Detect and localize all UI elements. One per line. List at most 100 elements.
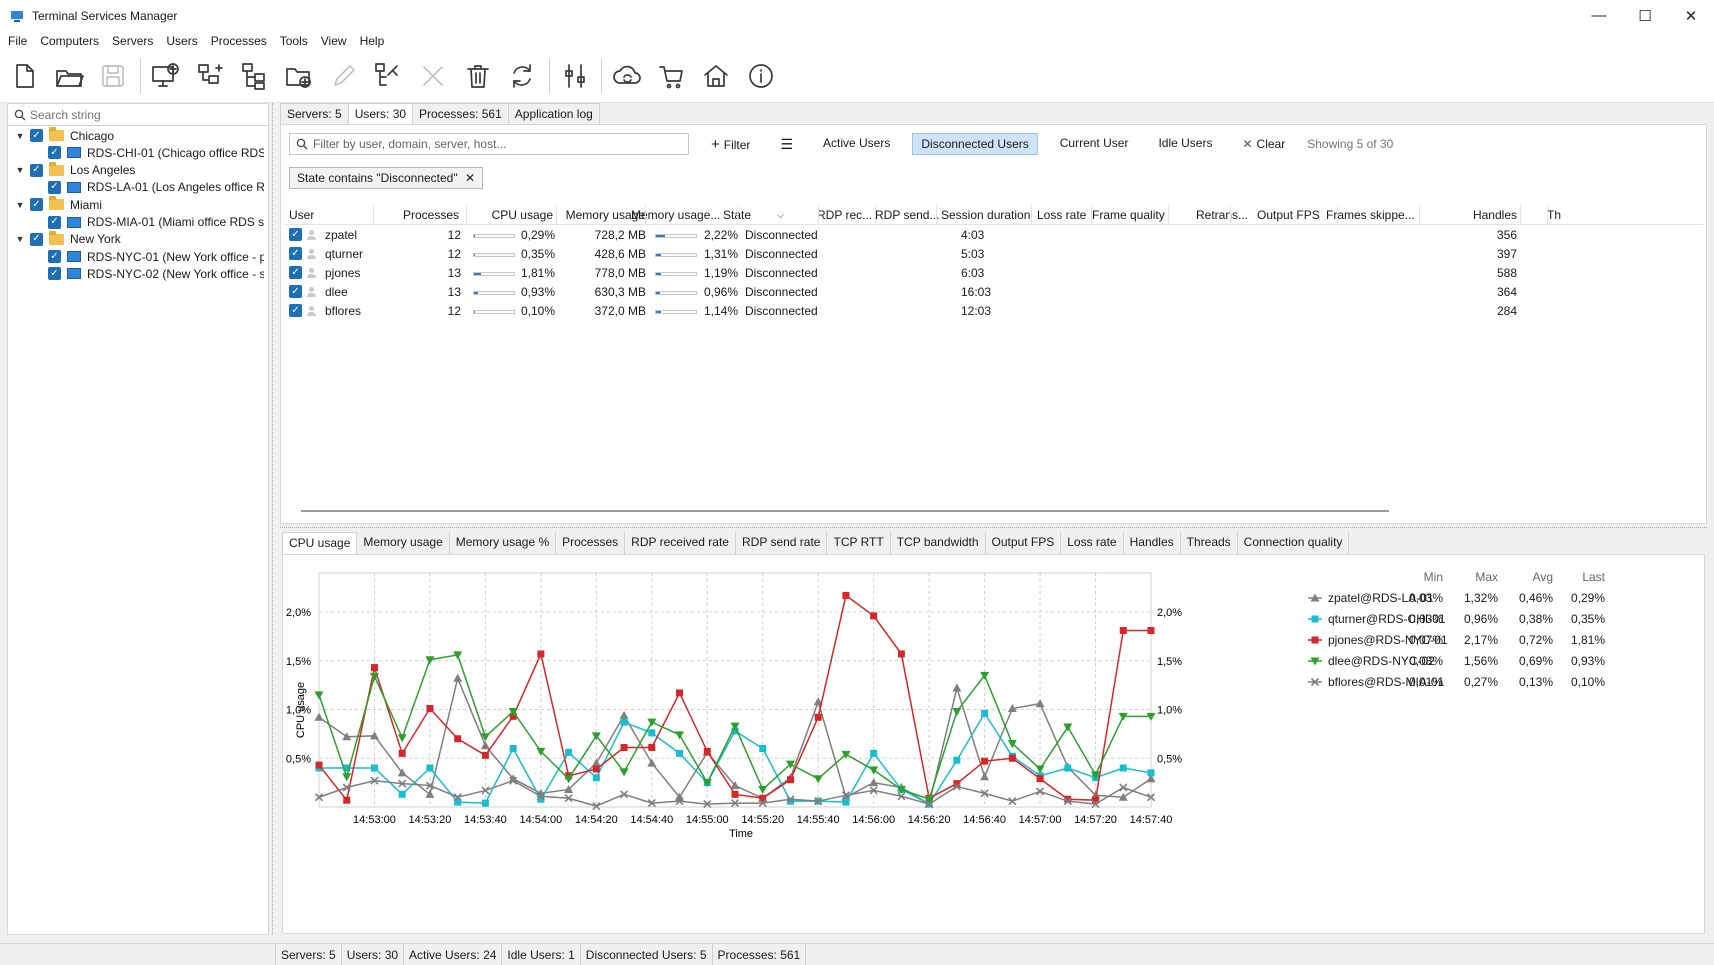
chart-tab-output-fps[interactable]: Output FPS bbox=[986, 532, 1062, 554]
tab-servers[interactable]: Servers: 5 bbox=[280, 103, 349, 125]
tree-group[interactable]: ▼ ✓ Los Angeles bbox=[14, 161, 264, 180]
checkbox[interactable]: ✓ bbox=[30, 163, 43, 177]
column-divider[interactable] bbox=[373, 205, 374, 225]
search-input[interactable] bbox=[30, 107, 250, 122]
menu-processes[interactable]: Processes bbox=[210, 34, 267, 48]
column-header[interactable]: User bbox=[289, 208, 315, 222]
tree-server[interactable]: ✓ RDS-MIA-01 (Miami office RDS se bbox=[48, 213, 264, 232]
save-button[interactable] bbox=[94, 57, 132, 95]
tab-users[interactable]: Users: 30 bbox=[347, 103, 414, 125]
home-button[interactable] bbox=[697, 57, 735, 95]
table-row[interactable]: ✓ pjones 13 1,81% 778,0 MB 1,19% Disconnected 6… bbox=[285, 263, 1703, 282]
server-group-button[interactable] bbox=[236, 57, 274, 95]
column-divider[interactable] bbox=[1230, 205, 1231, 225]
legend-item[interactable]: dlee@RDS-NYC-02 0,08% 1,56% 0,69% 0,93% bbox=[1290, 651, 1690, 671]
tree-group[interactable]: ▼ ✓ Miami bbox=[14, 195, 264, 214]
chart-tab-tcp-rtt[interactable]: TCP RTT bbox=[827, 532, 891, 554]
tree-group[interactable]: ▼ ✓ Chicago bbox=[14, 126, 264, 145]
column-header[interactable]: RDP rec... bbox=[817, 208, 873, 222]
add-server-button[interactable] bbox=[191, 57, 229, 95]
add-folder-button[interactable] bbox=[280, 57, 318, 95]
info-button[interactable] bbox=[742, 57, 780, 95]
quick-filter-idle-users[interactable]: Idle Users bbox=[1158, 136, 1213, 150]
cloud-sync-button[interactable] bbox=[608, 57, 646, 95]
chart-tab-memory-usage[interactable]: Memory usage bbox=[357, 532, 450, 554]
tab-processes[interactable]: Processes: 561 bbox=[412, 103, 509, 125]
column-header[interactable]: Session duration bbox=[941, 208, 1031, 222]
chart-tab-memory-usage-[interactable]: Memory usage % bbox=[450, 532, 557, 554]
quick-filter-current-user[interactable]: Current User bbox=[1059, 136, 1129, 150]
row-checkbox[interactable]: ✓ bbox=[289, 285, 302, 298]
row-checkbox[interactable]: ✓ bbox=[289, 247, 302, 260]
menu-servers[interactable]: Servers bbox=[112, 34, 154, 48]
column-divider[interactable] bbox=[1520, 205, 1521, 225]
filter-button[interactable]: + Filter bbox=[703, 133, 758, 156]
column-divider[interactable] bbox=[818, 205, 819, 225]
chart-tab-handles[interactable]: Handles bbox=[1124, 532, 1181, 554]
table-row[interactable]: ✓ zpatel 12 0,29% 728,2 MB 2,22% Disconnected 4… bbox=[285, 225, 1703, 244]
horizontal-scrollbar[interactable] bbox=[301, 510, 1389, 512]
chart-tab-tcp-bandwidth[interactable]: TCP bandwidth bbox=[891, 532, 986, 554]
column-divider[interactable] bbox=[737, 205, 738, 225]
row-checkbox[interactable]: ✓ bbox=[289, 304, 302, 317]
column-header[interactable]: Processes bbox=[402, 208, 459, 222]
legend-item[interactable]: qturner@RDS-CHI-01 0,03% 0,96% 0,38% 0,35% bbox=[1290, 609, 1690, 629]
cart-button[interactable] bbox=[653, 57, 691, 95]
quick-filter-active-users[interactable]: Active Users bbox=[823, 136, 891, 150]
new-file-button[interactable] bbox=[5, 57, 43, 95]
table-row[interactable]: ✓ bflores 12 0,10% 372,0 MB 1,14% Disconnected… bbox=[285, 301, 1703, 320]
tree-server[interactable]: ✓ RDS-NYC-01 (New York office - pr bbox=[48, 247, 264, 266]
column-header[interactable]: Loss rate bbox=[1037, 208, 1087, 222]
column-header[interactable]: Retrans... bbox=[1196, 208, 1249, 222]
column-header[interactable]: Memory usage... bbox=[631, 208, 721, 222]
column-divider[interactable] bbox=[1419, 205, 1420, 225]
chevron-down-icon[interactable]: ▼ bbox=[15, 234, 25, 245]
chart-tab-connection-quality[interactable]: Connection quality bbox=[1238, 532, 1350, 554]
checkbox[interactable]: ✓ bbox=[48, 250, 61, 264]
filter-input[interactable]: Filter by user, domain, server, host... bbox=[289, 133, 689, 155]
column-divider[interactable] bbox=[466, 205, 467, 225]
column-header[interactable]: Handles bbox=[1472, 208, 1517, 222]
table-row[interactable]: ✓ dlee 13 0,93% 630,3 MB 0,96% Disconnected 16:… bbox=[285, 282, 1703, 301]
chart-tab-threads[interactable]: Threads bbox=[1181, 532, 1238, 554]
column-divider[interactable] bbox=[645, 205, 646, 225]
delete-x-button[interactable] bbox=[414, 57, 452, 95]
tools-tree-button[interactable] bbox=[369, 57, 407, 95]
chevron-down-icon[interactable]: ▼ bbox=[15, 199, 25, 210]
menu-view[interactable]: View bbox=[320, 34, 347, 48]
edit-button[interactable] bbox=[325, 57, 363, 95]
column-header[interactable]: Frame quality bbox=[1092, 208, 1165, 222]
checkbox[interactable]: ✓ bbox=[30, 198, 43, 212]
checkbox[interactable]: ✓ bbox=[30, 232, 43, 246]
legend-item[interactable]: bflores@RDS-MIA-01 0,01% 0,27% 0,13% 0,10% bbox=[1290, 672, 1690, 692]
menu-computers[interactable]: Computers bbox=[40, 34, 100, 48]
close-button[interactable]: ✕ bbox=[1684, 7, 1698, 25]
column-divider[interactable] bbox=[936, 205, 937, 225]
add-computer-button[interactable] bbox=[146, 57, 184, 95]
settings-button[interactable] bbox=[556, 57, 594, 95]
trash-button[interactable] bbox=[459, 57, 497, 95]
column-divider[interactable] bbox=[875, 205, 876, 225]
checkbox[interactable]: ✓ bbox=[48, 267, 61, 281]
chart-tab-processes[interactable]: Processes bbox=[556, 532, 626, 554]
tree-server[interactable]: ✓ RDS-LA-01 (Los Angeles office RD bbox=[48, 178, 264, 197]
menu-users[interactable]: Users bbox=[166, 34, 198, 48]
table-row[interactable]: ✓ qturner 12 0,35% 428,6 MB 1,31% Disconnected… bbox=[285, 244, 1703, 263]
column-divider[interactable] bbox=[1031, 205, 1032, 225]
chart-tab-rdp-received-rate[interactable]: RDP received rate bbox=[625, 532, 736, 554]
horizontal-splitter[interactable] bbox=[280, 527, 1707, 528]
menu-tools[interactable]: Tools bbox=[279, 34, 308, 48]
menu-help[interactable]: Help bbox=[359, 34, 385, 48]
column-header[interactable]: CPU usage bbox=[491, 208, 553, 222]
column-divider[interactable] bbox=[1091, 205, 1092, 225]
legend-item[interactable]: zpatel@RDS-LA-01 0,03% 1,32% 0,46% 0,29% bbox=[1290, 588, 1690, 608]
column-header[interactable]: Frames skippe... bbox=[1326, 208, 1415, 222]
chart-tab-cpu-usage[interactable]: CPU usage bbox=[282, 532, 358, 554]
menu-icon[interactable]: ☰ bbox=[780, 135, 793, 152]
tree-server[interactable]: ✓ RDS-CHI-01 (Chicago office RDS s bbox=[48, 143, 264, 162]
row-checkbox[interactable]: ✓ bbox=[289, 228, 302, 241]
open-folder-button[interactable] bbox=[50, 57, 88, 95]
refresh-button[interactable] bbox=[503, 57, 541, 95]
clear-button[interactable]: ✕ Clear bbox=[1234, 134, 1293, 154]
quick-filter-disconnected-users[interactable]: Disconnected Users bbox=[912, 133, 1038, 155]
